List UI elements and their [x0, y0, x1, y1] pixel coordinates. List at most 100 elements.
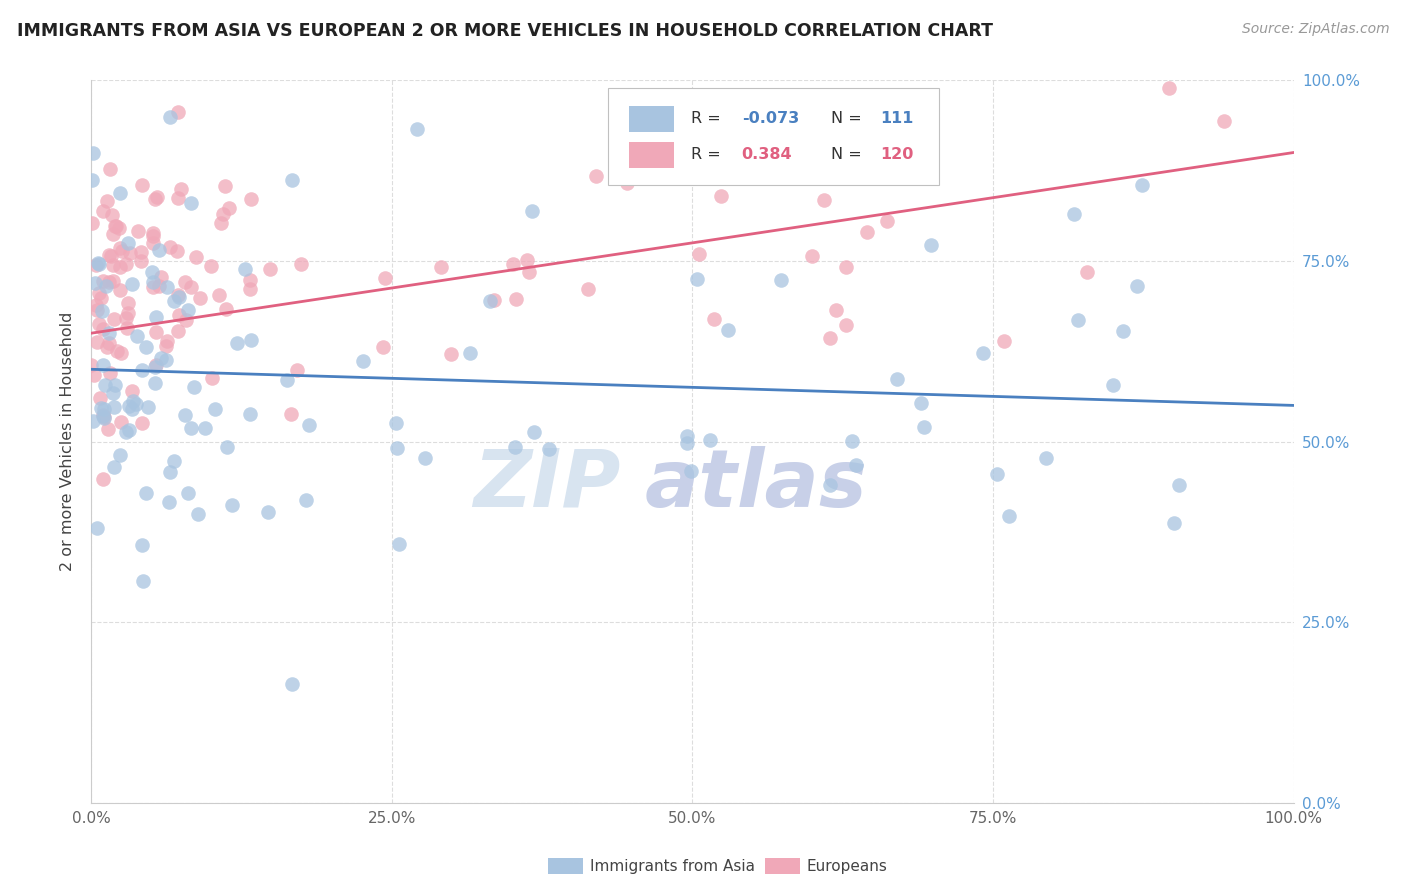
Point: [1163, 516, 1185, 530]
Point: [91, 274, 114, 288]
Point: [129, 244, 152, 259]
Point: [187, 507, 209, 521]
Point: [295, 493, 318, 508]
Point: [110, 346, 132, 360]
Point: [141, 265, 163, 279]
Point: [204, 401, 226, 416]
Point: [155, 352, 177, 367]
Point: [835, 260, 858, 274]
Point: [1035, 450, 1057, 465]
Text: 111: 111: [880, 112, 914, 126]
Point: [503, 441, 526, 455]
Point: [121, 384, 143, 399]
Point: [371, 340, 394, 354]
Point: [209, 216, 232, 230]
Point: [91, 408, 114, 422]
Point: [233, 262, 256, 277]
Point: [1168, 477, 1191, 491]
Point: [108, 186, 131, 201]
Point: [180, 280, 202, 294]
Point: [93, 410, 115, 425]
Point: [87, 256, 110, 270]
Point: [183, 380, 205, 394]
Point: [886, 372, 908, 386]
Point: [180, 421, 202, 435]
Point: [131, 416, 153, 430]
Point: [800, 249, 823, 263]
Point: [115, 310, 138, 325]
Point: [143, 192, 166, 206]
Point: [163, 293, 186, 308]
Point: [101, 227, 124, 241]
Point: [239, 407, 262, 421]
Point: [259, 262, 281, 277]
Point: [142, 229, 165, 244]
Point: [221, 499, 243, 513]
Point: [167, 287, 190, 301]
Point: [142, 236, 165, 251]
Point: [520, 204, 543, 219]
Point: [699, 434, 721, 448]
Point: [108, 283, 131, 297]
Point: [194, 421, 217, 435]
Point: [537, 442, 560, 456]
Point: [82, 415, 104, 429]
Point: [818, 478, 841, 492]
Point: [142, 279, 165, 293]
Point: [100, 366, 122, 380]
Point: [156, 280, 179, 294]
Point: [108, 260, 131, 275]
FancyBboxPatch shape: [628, 142, 675, 168]
Point: [89, 392, 111, 406]
Point: [825, 303, 848, 318]
Point: [89, 257, 111, 271]
Point: [101, 258, 124, 272]
Point: [276, 373, 298, 387]
Point: [82, 145, 104, 160]
Point: [86, 521, 108, 535]
Point: [703, 311, 725, 326]
Point: [117, 306, 139, 320]
Point: [166, 191, 188, 205]
Point: [149, 270, 172, 285]
Point: [1067, 312, 1090, 326]
Point: [96, 194, 118, 208]
Point: [80, 173, 103, 187]
Point: [374, 270, 396, 285]
Point: [920, 237, 942, 252]
Point: [256, 505, 278, 519]
Point: [845, 458, 868, 472]
Point: [115, 425, 138, 439]
Point: [239, 273, 262, 287]
Point: [142, 275, 165, 289]
Point: [118, 246, 141, 260]
Point: [101, 208, 124, 222]
Point: [813, 193, 835, 207]
Point: [1130, 178, 1153, 192]
Point: [841, 434, 863, 448]
Point: [104, 219, 127, 233]
Point: [413, 451, 436, 466]
Point: [145, 325, 167, 339]
Point: [686, 272, 709, 286]
Point: [281, 677, 304, 691]
Point: [576, 282, 599, 296]
Point: [688, 247, 710, 261]
Point: [94, 378, 117, 392]
Point: [290, 257, 312, 271]
Point: [174, 275, 197, 289]
Point: [240, 192, 263, 206]
Point: [97, 422, 120, 436]
Point: [82, 216, 104, 230]
Point: [96, 340, 118, 354]
Point: [107, 220, 129, 235]
Point: [83, 277, 105, 291]
Point: [91, 358, 114, 372]
Point: [769, 273, 792, 287]
Point: [385, 442, 408, 456]
Point: [103, 400, 125, 414]
Point: [218, 201, 240, 215]
Point: [91, 472, 114, 486]
Point: [388, 537, 411, 551]
Point: [1126, 278, 1149, 293]
